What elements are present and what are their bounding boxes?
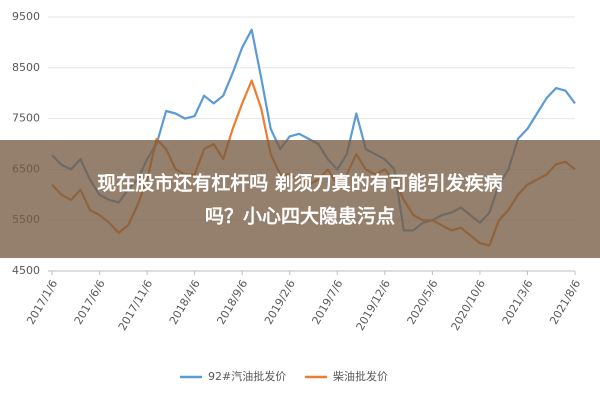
x-tick-label: 2018/9/6 [214, 278, 250, 327]
overlay-title: 吗？小心四大隐患污点 [205, 205, 395, 228]
x-tick-label: 2017/6/6 [72, 278, 108, 327]
x-tick-label: 2021/3/6 [500, 278, 536, 327]
x-tick-label: 2020/10/6 [449, 277, 488, 332]
y-tick-label: 9500 [12, 10, 40, 23]
overlay-title: 现在股市还有杠杆吗 剃须刀真的有可能引发疾病 [97, 172, 503, 195]
x-tick-label: 2017/11/6 [116, 278, 155, 333]
x-tick-label: 2019/7/6 [310, 278, 346, 327]
x-tick-label: 2021/8/6 [547, 278, 583, 327]
legend-label: 92#汽油批发价 [208, 369, 286, 383]
x-tick-label: 2019/2/6 [262, 278, 298, 327]
overlay-banner [0, 140, 600, 258]
legend-label: 柴油批发价 [333, 369, 388, 383]
x-tick-label: 2017/1/6 [24, 278, 60, 327]
x-tick-label: 2018/4/6 [167, 278, 203, 327]
y-tick-label: 4500 [12, 264, 40, 277]
y-tick-label: 8500 [12, 61, 40, 74]
x-tick-label: 2020/5/6 [405, 278, 441, 327]
y-tick-label: 7500 [12, 112, 40, 125]
x-tick-label: 2019/12/6 [354, 278, 393, 333]
